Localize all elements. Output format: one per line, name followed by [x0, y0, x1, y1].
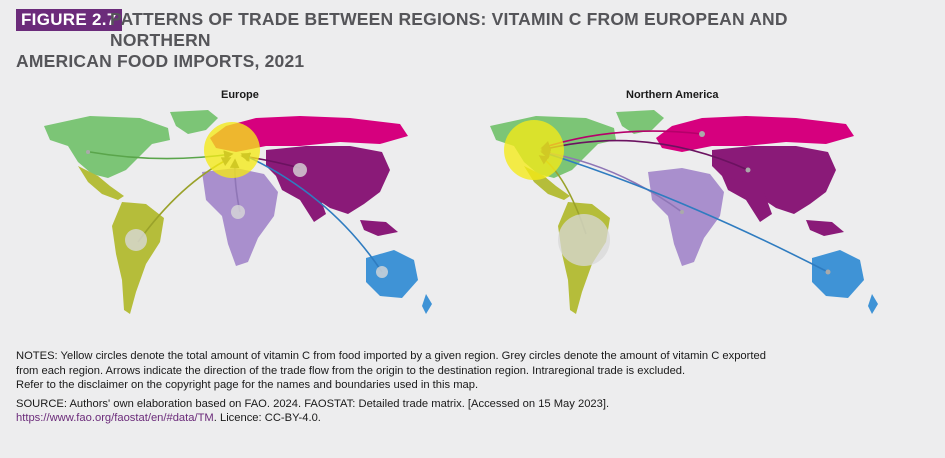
notes-line-2: from each region. Arrows indicate the di… [16, 364, 686, 377]
notes-line-1: NOTES: Yellow circles denote the total a… [16, 350, 766, 362]
figure-notes: NOTES: Yellow circles denote the total a… [16, 349, 926, 426]
source-line-1: SOURCE: Authors' own elaboration based o… [16, 397, 610, 410]
import-circle-europe [204, 122, 260, 178]
world-map-europe [44, 110, 432, 314]
region-asia-south [276, 176, 326, 222]
export-circle-latin-america [558, 214, 610, 266]
region-oceania [812, 250, 864, 298]
map-title-europe: Europe [221, 89, 259, 101]
export-circle-asia [745, 167, 751, 173]
region-new-zealand [868, 294, 878, 314]
region-europe [210, 116, 408, 152]
figure-title-line-2: AMERICAN FOOD IMPORTS, 2021 [16, 51, 305, 71]
import-circle-northern-america [504, 120, 564, 180]
notes-line-3: Refer to the disclaimer on the copyright… [16, 379, 479, 392]
figure-number-badge: FIGURE 2.7 [16, 9, 122, 31]
region-greenland [616, 110, 664, 134]
flow-oceania-to-europe [240, 152, 383, 273]
region-new-zealand [422, 294, 432, 314]
region-central-america [78, 166, 124, 200]
region-asia-islands [360, 220, 398, 236]
region-europe [656, 116, 854, 152]
export-circle-asia [293, 163, 307, 177]
export-circle-africa [680, 210, 684, 214]
region-south-america [112, 202, 164, 314]
source-line-2: https://www.fao.org/faostat/en/#data/TM.… [16, 411, 926, 426]
region-africa [648, 168, 724, 266]
faostat-link[interactable]: https://www.fao.org/faostat/en/#data/TM [16, 412, 214, 425]
export-circle-europe [699, 131, 705, 137]
export-circle-northern-america [86, 150, 90, 154]
flow-asia-to-northern-america [540, 139, 749, 171]
region-northern-america [44, 116, 170, 178]
region-asia-south [722, 176, 772, 222]
export-circle-africa [231, 205, 245, 219]
figure-header: FIGURE 2.7 PATTERNS OF TRADE BETWEEN REG… [0, 0, 945, 72]
figure-title-line-1: PATTERNS OF TRADE BETWEEN REGIONS: VITAM… [110, 9, 788, 50]
region-asia [712, 146, 836, 214]
map-title-northern-america: Northern America [626, 89, 719, 101]
licence-text: . Licence: CC-BY-4.0. [213, 412, 321, 425]
region-oceania [366, 250, 418, 298]
export-circle-latin-america [125, 229, 147, 251]
region-asia [266, 146, 390, 214]
world-map-northern-america [490, 110, 878, 314]
export-circle-oceania [825, 269, 831, 275]
region-greenland [170, 110, 218, 134]
flow-oceania-to-northern-america [540, 149, 829, 273]
export-circle-oceania [376, 266, 388, 278]
region-asia-islands [806, 220, 844, 236]
figure-title: PATTERNS OF TRADE BETWEEN REGIONS: VITAM… [16, 9, 890, 72]
